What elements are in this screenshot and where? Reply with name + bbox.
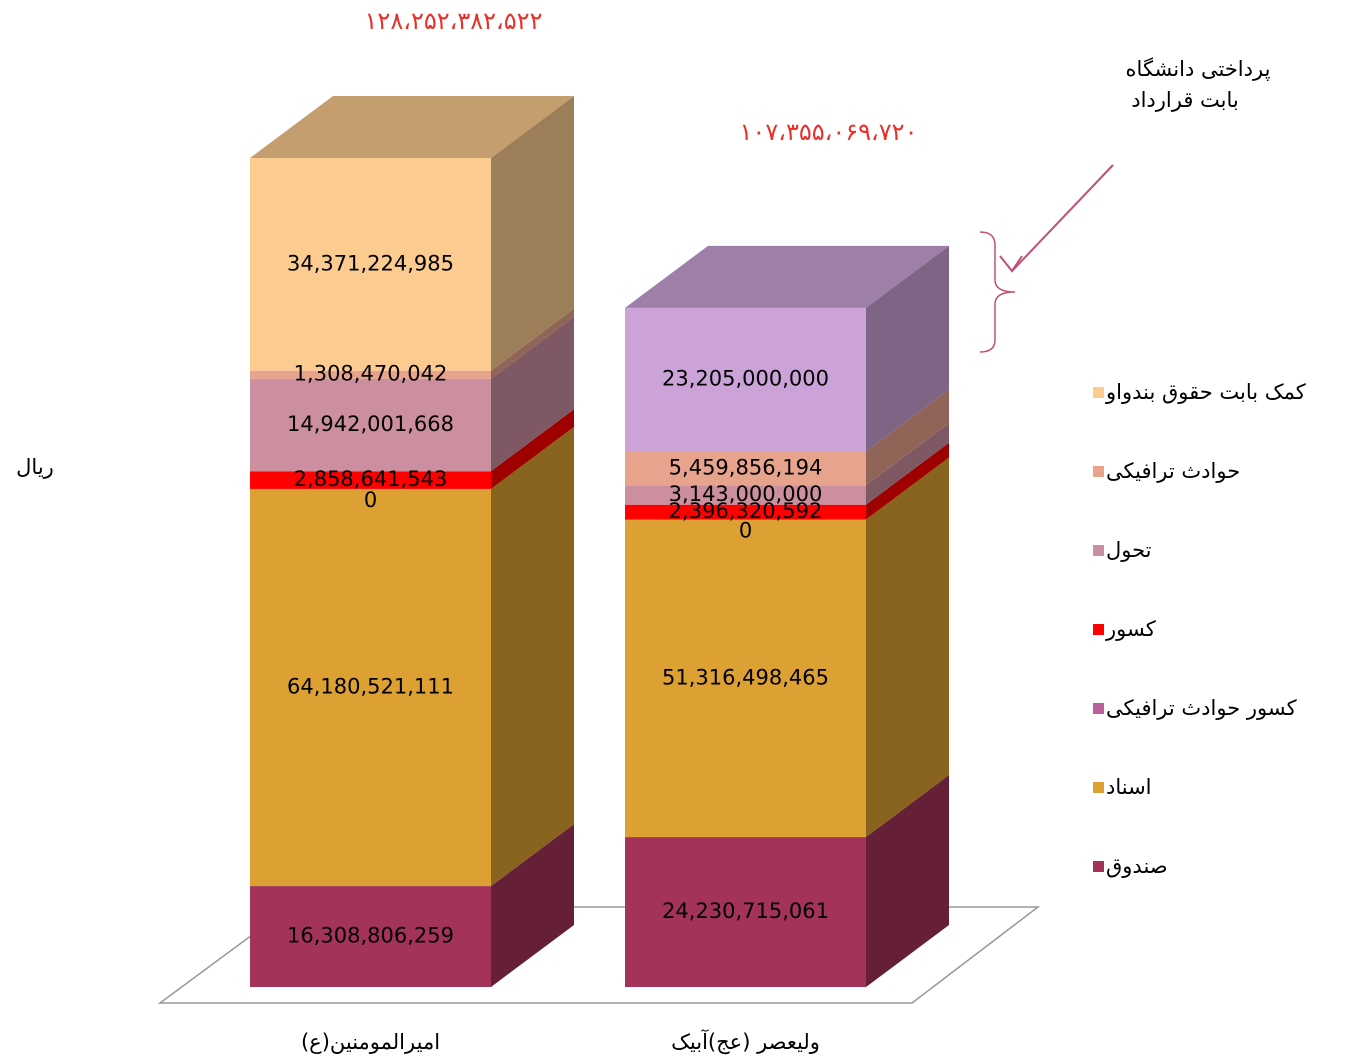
annotation: بابت قرارداد bbox=[1131, 88, 1239, 112]
legend-swatch bbox=[1093, 387, 1104, 398]
legend-swatch bbox=[1093, 703, 1104, 714]
bar-side bbox=[866, 442, 949, 520]
value-label: 24,230,715,061 bbox=[662, 899, 829, 923]
legend-label: کسور حوادث ترافیکی bbox=[1106, 696, 1297, 720]
value-label: 0 bbox=[364, 488, 377, 512]
bar-segment bbox=[625, 837, 866, 987]
bar-side bbox=[491, 824, 574, 987]
x-tick-label: ولیعصر (عج)آبیک bbox=[671, 1029, 820, 1054]
bar-side bbox=[866, 389, 949, 486]
bar-side bbox=[491, 409, 574, 489]
bar-segment bbox=[625, 307, 866, 452]
bar-top bbox=[250, 96, 574, 158]
legend-label: کسور bbox=[1105, 617, 1156, 641]
bars bbox=[250, 96, 949, 987]
bar-segment bbox=[625, 451, 866, 486]
bar-segment bbox=[250, 471, 491, 489]
x-tick-label: امیرالمومنین(ع) bbox=[301, 1030, 440, 1054]
bar-segment bbox=[625, 485, 866, 505]
bar-segment bbox=[250, 488, 491, 887]
bar-segment bbox=[250, 370, 491, 379]
legend-label: اسناد bbox=[1106, 775, 1152, 799]
value-label: 0 bbox=[739, 519, 752, 543]
legend-swatch bbox=[1093, 782, 1104, 793]
total-label: ۱۲۸،۲۵۲،۳۸۲،۵۲۲ bbox=[365, 7, 543, 35]
value-label: 5,459,856,194 bbox=[669, 455, 823, 479]
value-label: 14,942,001,668 bbox=[287, 412, 454, 436]
bar-side bbox=[866, 423, 949, 505]
legend-label: تحول bbox=[1106, 538, 1152, 562]
bar-side bbox=[491, 308, 574, 379]
bar-top bbox=[625, 245, 949, 308]
legend-label: حوادث ترافیکی bbox=[1106, 459, 1240, 483]
legend-swatch bbox=[1093, 624, 1104, 635]
bar-side bbox=[866, 775, 949, 987]
total-label: ۱۰۷،۳۵۵،۰۶۹،۷۲۰ bbox=[740, 118, 918, 146]
legend-swatch bbox=[1093, 861, 1104, 872]
value-label: 64,180,521,111 bbox=[287, 675, 454, 699]
value-label: 51,316,498,465 bbox=[662, 665, 829, 689]
bar-segment bbox=[250, 158, 491, 371]
legend-label: کمک بابت حقوق بندواو bbox=[1105, 380, 1306, 404]
bar-side bbox=[491, 316, 574, 472]
bar-segment bbox=[250, 378, 491, 472]
bar-side bbox=[866, 245, 949, 452]
bar-segment bbox=[625, 504, 866, 520]
arrow-head bbox=[999, 255, 1023, 273]
value-label: 16,308,806,259 bbox=[287, 924, 454, 948]
value-label: 3,143,000,000 bbox=[669, 482, 823, 506]
legend-label: صندوق bbox=[1106, 854, 1168, 878]
floor bbox=[157, 906, 1041, 1004]
bar-side bbox=[491, 426, 574, 887]
value-label: 2,396,320,592 bbox=[669, 499, 823, 523]
unit-label: ریال bbox=[16, 455, 54, 479]
value-label: 2,858,641,543 bbox=[294, 467, 448, 491]
value-label: 34,371,224,985 bbox=[287, 251, 454, 275]
value-label: 23,205,000,000 bbox=[662, 367, 829, 391]
legend-swatch bbox=[1093, 466, 1104, 477]
bar-side bbox=[866, 457, 949, 838]
value-label: 1,308,470,042 bbox=[294, 362, 448, 386]
bar-side bbox=[491, 96, 574, 371]
brace bbox=[979, 231, 1016, 353]
annotation: پرداختی دانشگاه bbox=[1126, 57, 1271, 81]
arrow bbox=[1011, 164, 1114, 272]
legend-swatch bbox=[1093, 545, 1104, 556]
bar-segment bbox=[250, 886, 491, 987]
bar-segment bbox=[625, 519, 866, 838]
